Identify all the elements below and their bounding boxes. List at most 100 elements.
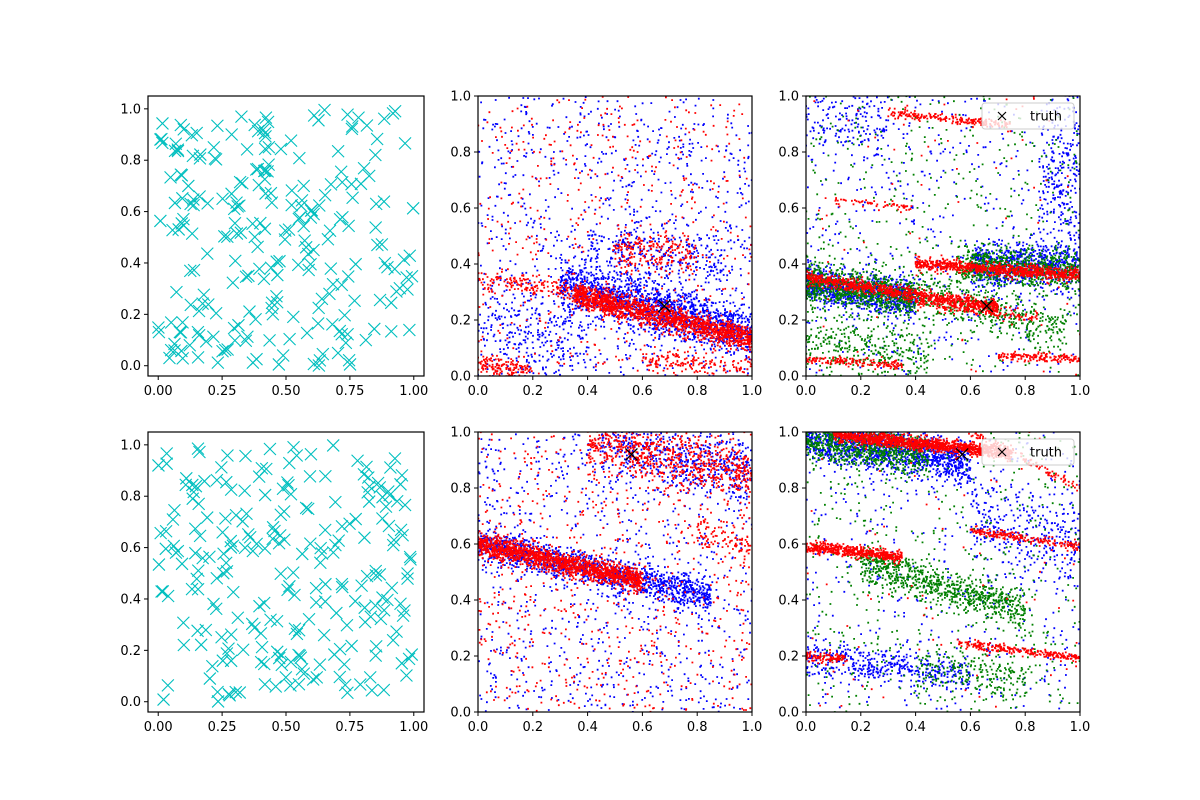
sample-x-marker: [236, 643, 250, 657]
sample-x-marker: [327, 648, 341, 661]
x-tick-label: 0.25: [208, 384, 237, 399]
sample-x-marker: [406, 201, 420, 215]
sample-x-marker: [377, 195, 391, 208]
sample-x-marker: [335, 175, 349, 189]
sample-x-marker: [193, 445, 206, 459]
sample-x-marker: [200, 511, 214, 524]
sample-x-marker: [221, 343, 234, 356]
sample-x-marker: [238, 484, 252, 498]
x-tick-label: 0.4: [577, 720, 598, 735]
sample-x-marker: [174, 118, 188, 132]
sample-x-marker: [177, 638, 191, 652]
sample-x-marker: [365, 684, 379, 697]
x-tick-label: 0.0: [796, 384, 817, 399]
sample-x-marker: [169, 546, 183, 560]
sample-x-marker: [281, 583, 294, 597]
sample-x-marker: [342, 219, 356, 233]
sample-x-marker: [341, 270, 355, 283]
x-tick-label: 0.2: [850, 384, 871, 399]
sample-x-marker: [331, 346, 345, 360]
y-tick-label: 0.0: [120, 695, 141, 710]
sample-x-marker: [189, 479, 203, 493]
x-tick-label: 0.8: [1015, 720, 1036, 735]
series-0-points: [806, 432, 1080, 711]
sample-x-marker: [291, 258, 305, 272]
sample-x-marker: [185, 128, 199, 142]
x-tick-label: 0.2: [522, 720, 543, 735]
sample-x-marker: [163, 351, 176, 365]
sample-x-marker: [386, 633, 400, 647]
sample-x-marker: [160, 447, 174, 460]
sample-x-marker: [405, 269, 419, 283]
sample-x-marker: [400, 271, 414, 284]
sample-x-marker: [371, 238, 384, 252]
sample-x-marker: [179, 478, 193, 492]
sample-x-marker: [313, 353, 327, 367]
sample-x-marker: [210, 473, 224, 487]
sample-x-marker: [358, 531, 371, 545]
sample-x-marker: [368, 148, 382, 162]
sample-x-marker: [335, 327, 349, 341]
sample-x-marker: [185, 582, 199, 596]
sample-x-marker: [277, 505, 291, 518]
sample-x-marker: [191, 325, 205, 339]
sample-x-marker: [379, 500, 393, 514]
series-2-points: [806, 96, 1080, 376]
sample-x-marker: [300, 326, 314, 340]
sample-x-marker: [226, 276, 240, 290]
y-tick-label: 0.2: [778, 314, 799, 329]
sample-x-marker: [273, 529, 287, 542]
sample-x-marker: [243, 530, 257, 544]
sample-x-marker: [248, 230, 262, 244]
sample-x-marker: [153, 214, 167, 228]
sample-x-marker: [217, 547, 230, 561]
sample-x-marker: [270, 295, 284, 309]
x-tick-label: 0.4: [577, 384, 598, 399]
sample-x-marker: [332, 534, 346, 547]
sample-x-marker: [265, 296, 279, 310]
legend-label: truth: [1030, 110, 1062, 125]
sample-x-marker: [282, 456, 296, 470]
y-tick-label: 0.6: [778, 202, 799, 217]
sample-x-marker: [194, 638, 208, 652]
sample-x-marker: [278, 233, 292, 246]
x-tick-label: 0.50: [272, 720, 301, 735]
sample-x-marker: [222, 687, 236, 701]
y-tick-label: 0.8: [778, 146, 799, 161]
sample-x-marker: [274, 648, 288, 661]
sample-x-marker: [193, 151, 207, 165]
sample-x-marker: [402, 323, 416, 337]
sample-x-marker: [305, 203, 319, 217]
sample-x-marker: [384, 325, 398, 338]
sample-x-marker: [175, 191, 189, 205]
sample-x-marker: [239, 270, 253, 284]
sample-x-marker: [177, 212, 190, 226]
sample-x-marker: [196, 297, 210, 310]
sample-x-marker: [171, 144, 185, 158]
sample-x-marker: [268, 524, 281, 538]
sample-x-marker: [370, 132, 384, 146]
legend: truth: [981, 438, 1075, 466]
sample-x-marker: [152, 325, 166, 339]
sample-x-marker: [251, 162, 265, 176]
sample-x-marker: [228, 216, 242, 230]
sample-x-marker: [168, 196, 182, 210]
sample-x-marker: [270, 268, 284, 282]
sample-x-marker: [295, 547, 309, 561]
plot-area: [806, 432, 1080, 712]
sample-x-marker: [246, 356, 260, 369]
x-tick-label: 1.0: [1070, 720, 1091, 735]
sample-x-marker: [302, 263, 316, 277]
x-tick-label: 0.8: [1015, 384, 1036, 399]
y-tick-label: 0.4: [450, 594, 471, 609]
sample-x-marker: [217, 229, 231, 243]
sample-x-marker: [254, 626, 268, 640]
sample-x-marker: [276, 482, 290, 496]
x-tick-label: 0.6: [632, 384, 653, 399]
sample-x-marker: [390, 285, 403, 298]
sample-x-marker: [160, 457, 174, 471]
x-tick-label: 0.00: [144, 384, 173, 399]
sample-x-marker: [239, 449, 252, 463]
sample-x-marker: [191, 564, 205, 578]
sample-x-marker: [312, 301, 326, 315]
